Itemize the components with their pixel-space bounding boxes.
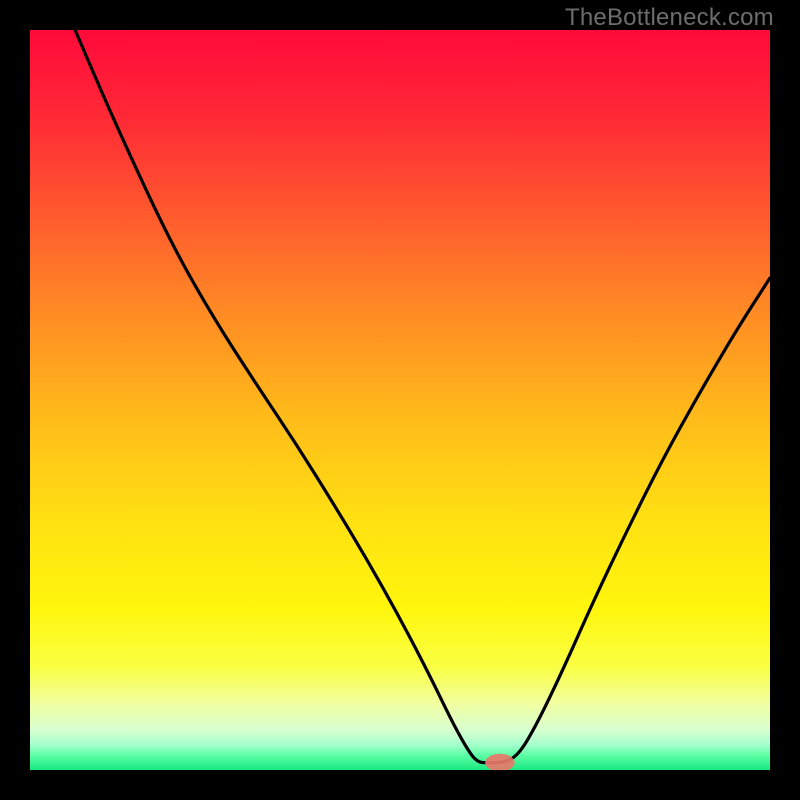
chart-frame: TheBottleneck.com [0,0,800,800]
chart-svg [30,30,770,770]
watermark-text: TheBottleneck.com [565,4,774,32]
bottleneck-chart [30,30,770,770]
chart-background [30,30,770,770]
